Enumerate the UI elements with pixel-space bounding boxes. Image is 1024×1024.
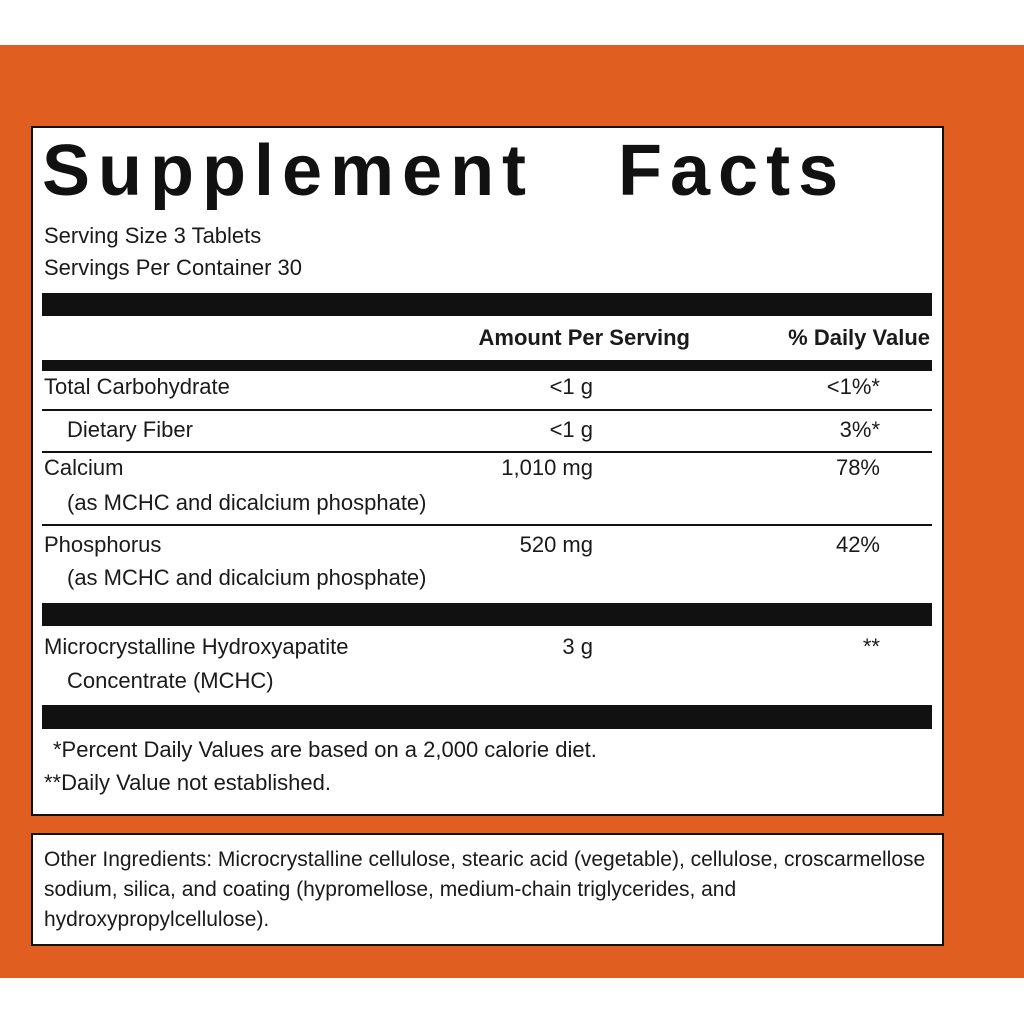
nutrient-name: Microcrystalline Hydroxyapatite [44, 634, 349, 659]
row-rule [42, 451, 932, 453]
facts-panel [31, 126, 944, 816]
other-ingredients: Other Ingredients: Microcrystalline cell… [44, 848, 926, 931]
servings-per-container: Servings Per Container 30 [44, 255, 303, 280]
nutrient-amount: 520 mg [519, 532, 593, 557]
nutrient-note: (as MCHC and dicalcium phosphate) [67, 565, 427, 590]
divider-bar [42, 293, 932, 316]
nutrient-amount: 3 g [562, 634, 593, 659]
footnote: **Daily Value not established. [44, 770, 331, 795]
nutrient-name: Dietary Fiber [67, 417, 193, 442]
nutrient-note: (as MCHC and dicalcium phosphate) [67, 490, 427, 515]
ingredients-panel [31, 833, 944, 946]
nutrient-dv: 3%* [839, 417, 880, 442]
daily-value-header: % Daily Value [788, 325, 930, 350]
nutrient-note: Concentrate (MCHC) [67, 668, 274, 693]
amount-header: Amount Per Serving [478, 325, 690, 350]
nutrient-name: Calcium [44, 455, 124, 480]
nutrient-amount: <1 g [549, 417, 593, 442]
row-rule [42, 409, 932, 411]
row-rule [42, 524, 932, 526]
nutrient-dv: ** [862, 634, 880, 659]
nutrient-name: Phosphorus [44, 532, 162, 557]
title: Supplement Facts [42, 131, 847, 211]
divider-bar [42, 705, 932, 729]
footnote: *Percent Daily Values are based on a 2,0… [53, 737, 597, 762]
nutrient-amount: 1,010 mg [501, 455, 593, 480]
nutrient-dv: 78% [835, 455, 880, 480]
serving-size: Serving Size 3 Tablets [44, 223, 262, 248]
divider-bar [42, 360, 932, 371]
nutrient-name: Total Carbohydrate [44, 374, 230, 399]
nutrient-dv: 42% [835, 532, 880, 557]
divider-bar [42, 603, 932, 626]
nutrient-amount: <1 g [549, 374, 593, 399]
nutrient-dv: <1%* [826, 374, 880, 399]
